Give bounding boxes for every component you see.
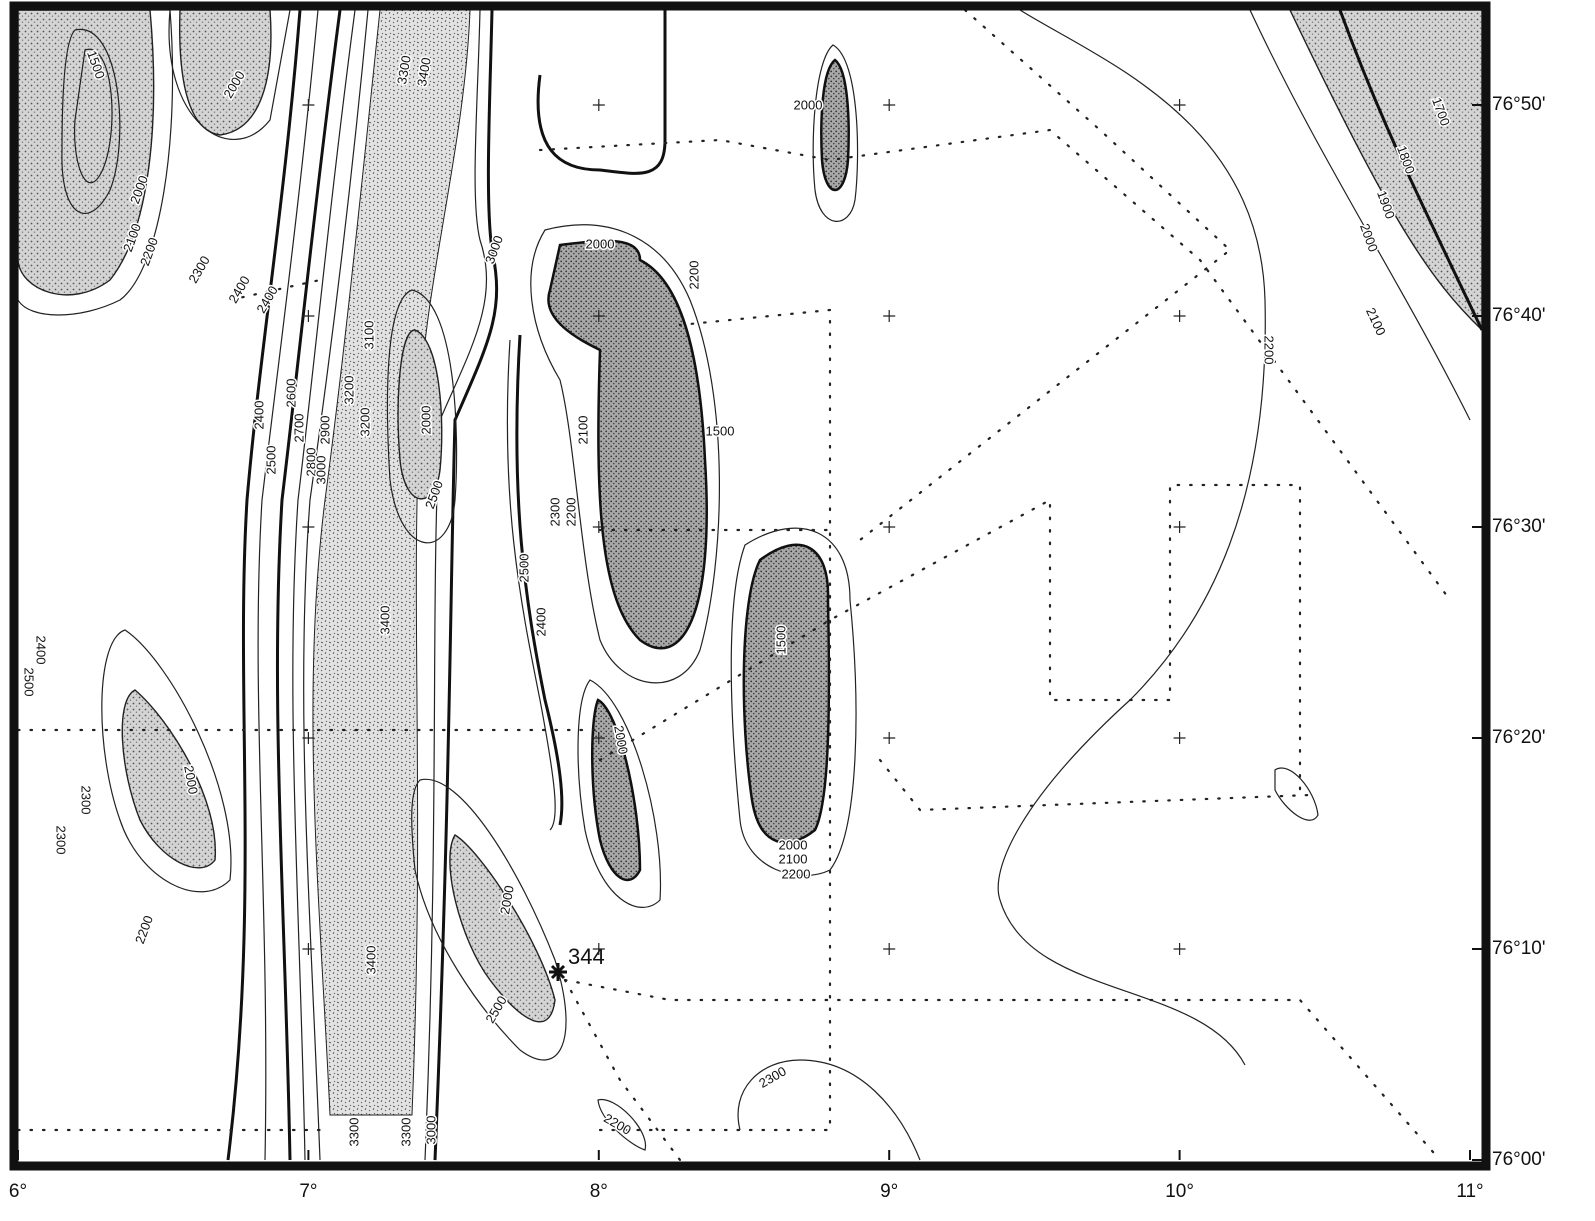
contour-label: 2300: [54, 826, 69, 855]
contour-label: 3400: [363, 946, 378, 975]
contour-label: 2100: [575, 416, 590, 445]
contour-label: 2300: [547, 498, 562, 527]
contour-label: 3100: [361, 321, 376, 350]
contour-label: 3000: [482, 233, 506, 265]
contour-label: 2200: [686, 261, 701, 290]
contour-label: 2500: [516, 554, 531, 583]
latitude-label: 76°10': [1492, 938, 1546, 959]
longitude-label: 7°: [299, 1181, 317, 1202]
contour-label: 2300: [756, 1063, 789, 1090]
bathymetric-map: 344 6°7°8°9°10°11°76°00'76°10'76°20'76°3…: [0, 0, 1595, 1221]
longitude-label: 11°: [1456, 1181, 1483, 1202]
grid-cross: [1174, 310, 1186, 322]
grid-cross: [302, 943, 314, 955]
contour-label: 2500: [22, 668, 37, 697]
contour-label: 2900: [317, 416, 332, 445]
contour-label: 3000: [313, 456, 328, 485]
grid-cross: [1174, 732, 1186, 744]
grid-cross: [1174, 943, 1186, 955]
latitude-label: 76°50': [1492, 94, 1546, 115]
contour-label: 2700: [291, 414, 306, 443]
longitude-label: 8°: [590, 1181, 608, 1202]
grid-cross: [883, 521, 895, 533]
contour-label: 3200: [341, 376, 356, 405]
contour-label: 2400: [34, 636, 49, 665]
longitude-label: 10°: [1165, 1181, 1194, 1202]
longitude-label: 9°: [880, 1181, 898, 1202]
grid-cross: [883, 99, 895, 111]
contour-label: 2400: [251, 401, 266, 430]
contour-label: 2000: [794, 97, 823, 112]
contour-label: 2400: [225, 273, 252, 306]
map-body: [18, 10, 1482, 1160]
grid-cross: [883, 310, 895, 322]
contour-label: 2300: [79, 786, 94, 815]
contour-label: 2200: [137, 235, 161, 267]
contour-label: 2600: [283, 379, 298, 408]
latitude-label: 76°30': [1492, 516, 1546, 537]
contour-label: 2100: [779, 851, 808, 866]
latitude-label: 76°20': [1492, 727, 1546, 748]
contour-label: 3300: [398, 1118, 413, 1147]
contour-label: 2400: [533, 608, 548, 637]
contour-label: 2000: [586, 236, 615, 251]
contour-label: 2200: [782, 866, 811, 881]
contour-label: 2300: [185, 253, 212, 286]
contour-label: 2200: [563, 498, 578, 527]
contour-label: 2000: [1357, 221, 1381, 253]
map-frame: [14, 6, 1486, 1166]
contour-label: 2000: [779, 837, 808, 852]
contour-label: 3000: [423, 1116, 438, 1145]
contour-label: 2100: [1363, 305, 1389, 338]
contour-label: 2000: [418, 406, 433, 435]
grid-cross: [302, 99, 314, 111]
grid-cross: [883, 943, 895, 955]
grid-cross: [302, 521, 314, 533]
contour-label: 3200: [357, 408, 372, 437]
contour-label: 2200: [132, 913, 156, 945]
longitude-label: 6°: [9, 1181, 27, 1202]
grid-cross: [1174, 99, 1186, 111]
trough: [313, 10, 470, 1115]
contour-label: 1500: [773, 626, 788, 655]
contour-label: 2500: [263, 446, 278, 475]
grid-cross: [593, 99, 605, 111]
contour-label: 2400: [253, 283, 280, 316]
contour-label: 2200: [1262, 336, 1277, 365]
latitude-label: 76°00': [1492, 1149, 1546, 1170]
contour-label: 3300: [346, 1118, 361, 1147]
contour-label: 3400: [377, 606, 392, 635]
grid-cross: [883, 732, 895, 744]
latitude-label: 76°40': [1492, 305, 1546, 326]
grid-cross: [1174, 521, 1186, 533]
contour-label: 1500: [706, 423, 735, 438]
